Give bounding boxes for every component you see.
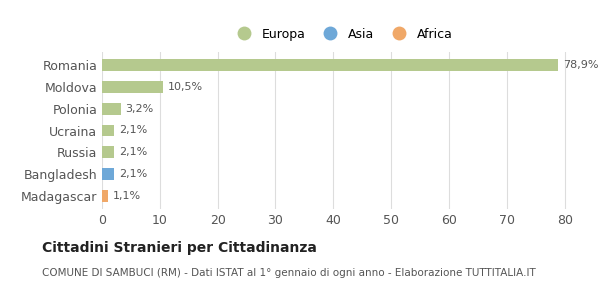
Bar	[102, 103, 121, 115]
Text: COMUNE DI SAMBUCI (RM) - Dati ISTAT al 1° gennaio di ogni anno - Elaborazione TU: COMUNE DI SAMBUCI (RM) - Dati ISTAT al 1…	[42, 267, 536, 278]
Bar	[102, 168, 114, 180]
Text: 10,5%: 10,5%	[167, 82, 202, 92]
Bar	[102, 81, 163, 93]
Text: 3,2%: 3,2%	[125, 104, 154, 114]
Bar	[102, 146, 114, 158]
Bar	[102, 59, 558, 71]
Text: Cittadini Stranieri per Cittadinanza: Cittadini Stranieri per Cittadinanza	[42, 241, 317, 255]
Text: 1,1%: 1,1%	[113, 191, 141, 201]
Text: 2,1%: 2,1%	[119, 126, 147, 135]
Text: 2,1%: 2,1%	[119, 169, 147, 179]
Bar	[102, 124, 114, 137]
Text: 2,1%: 2,1%	[119, 147, 147, 157]
Legend: Europa, Asia, Africa: Europa, Asia, Africa	[228, 24, 456, 44]
Bar	[102, 190, 109, 202]
Text: 78,9%: 78,9%	[563, 60, 598, 70]
